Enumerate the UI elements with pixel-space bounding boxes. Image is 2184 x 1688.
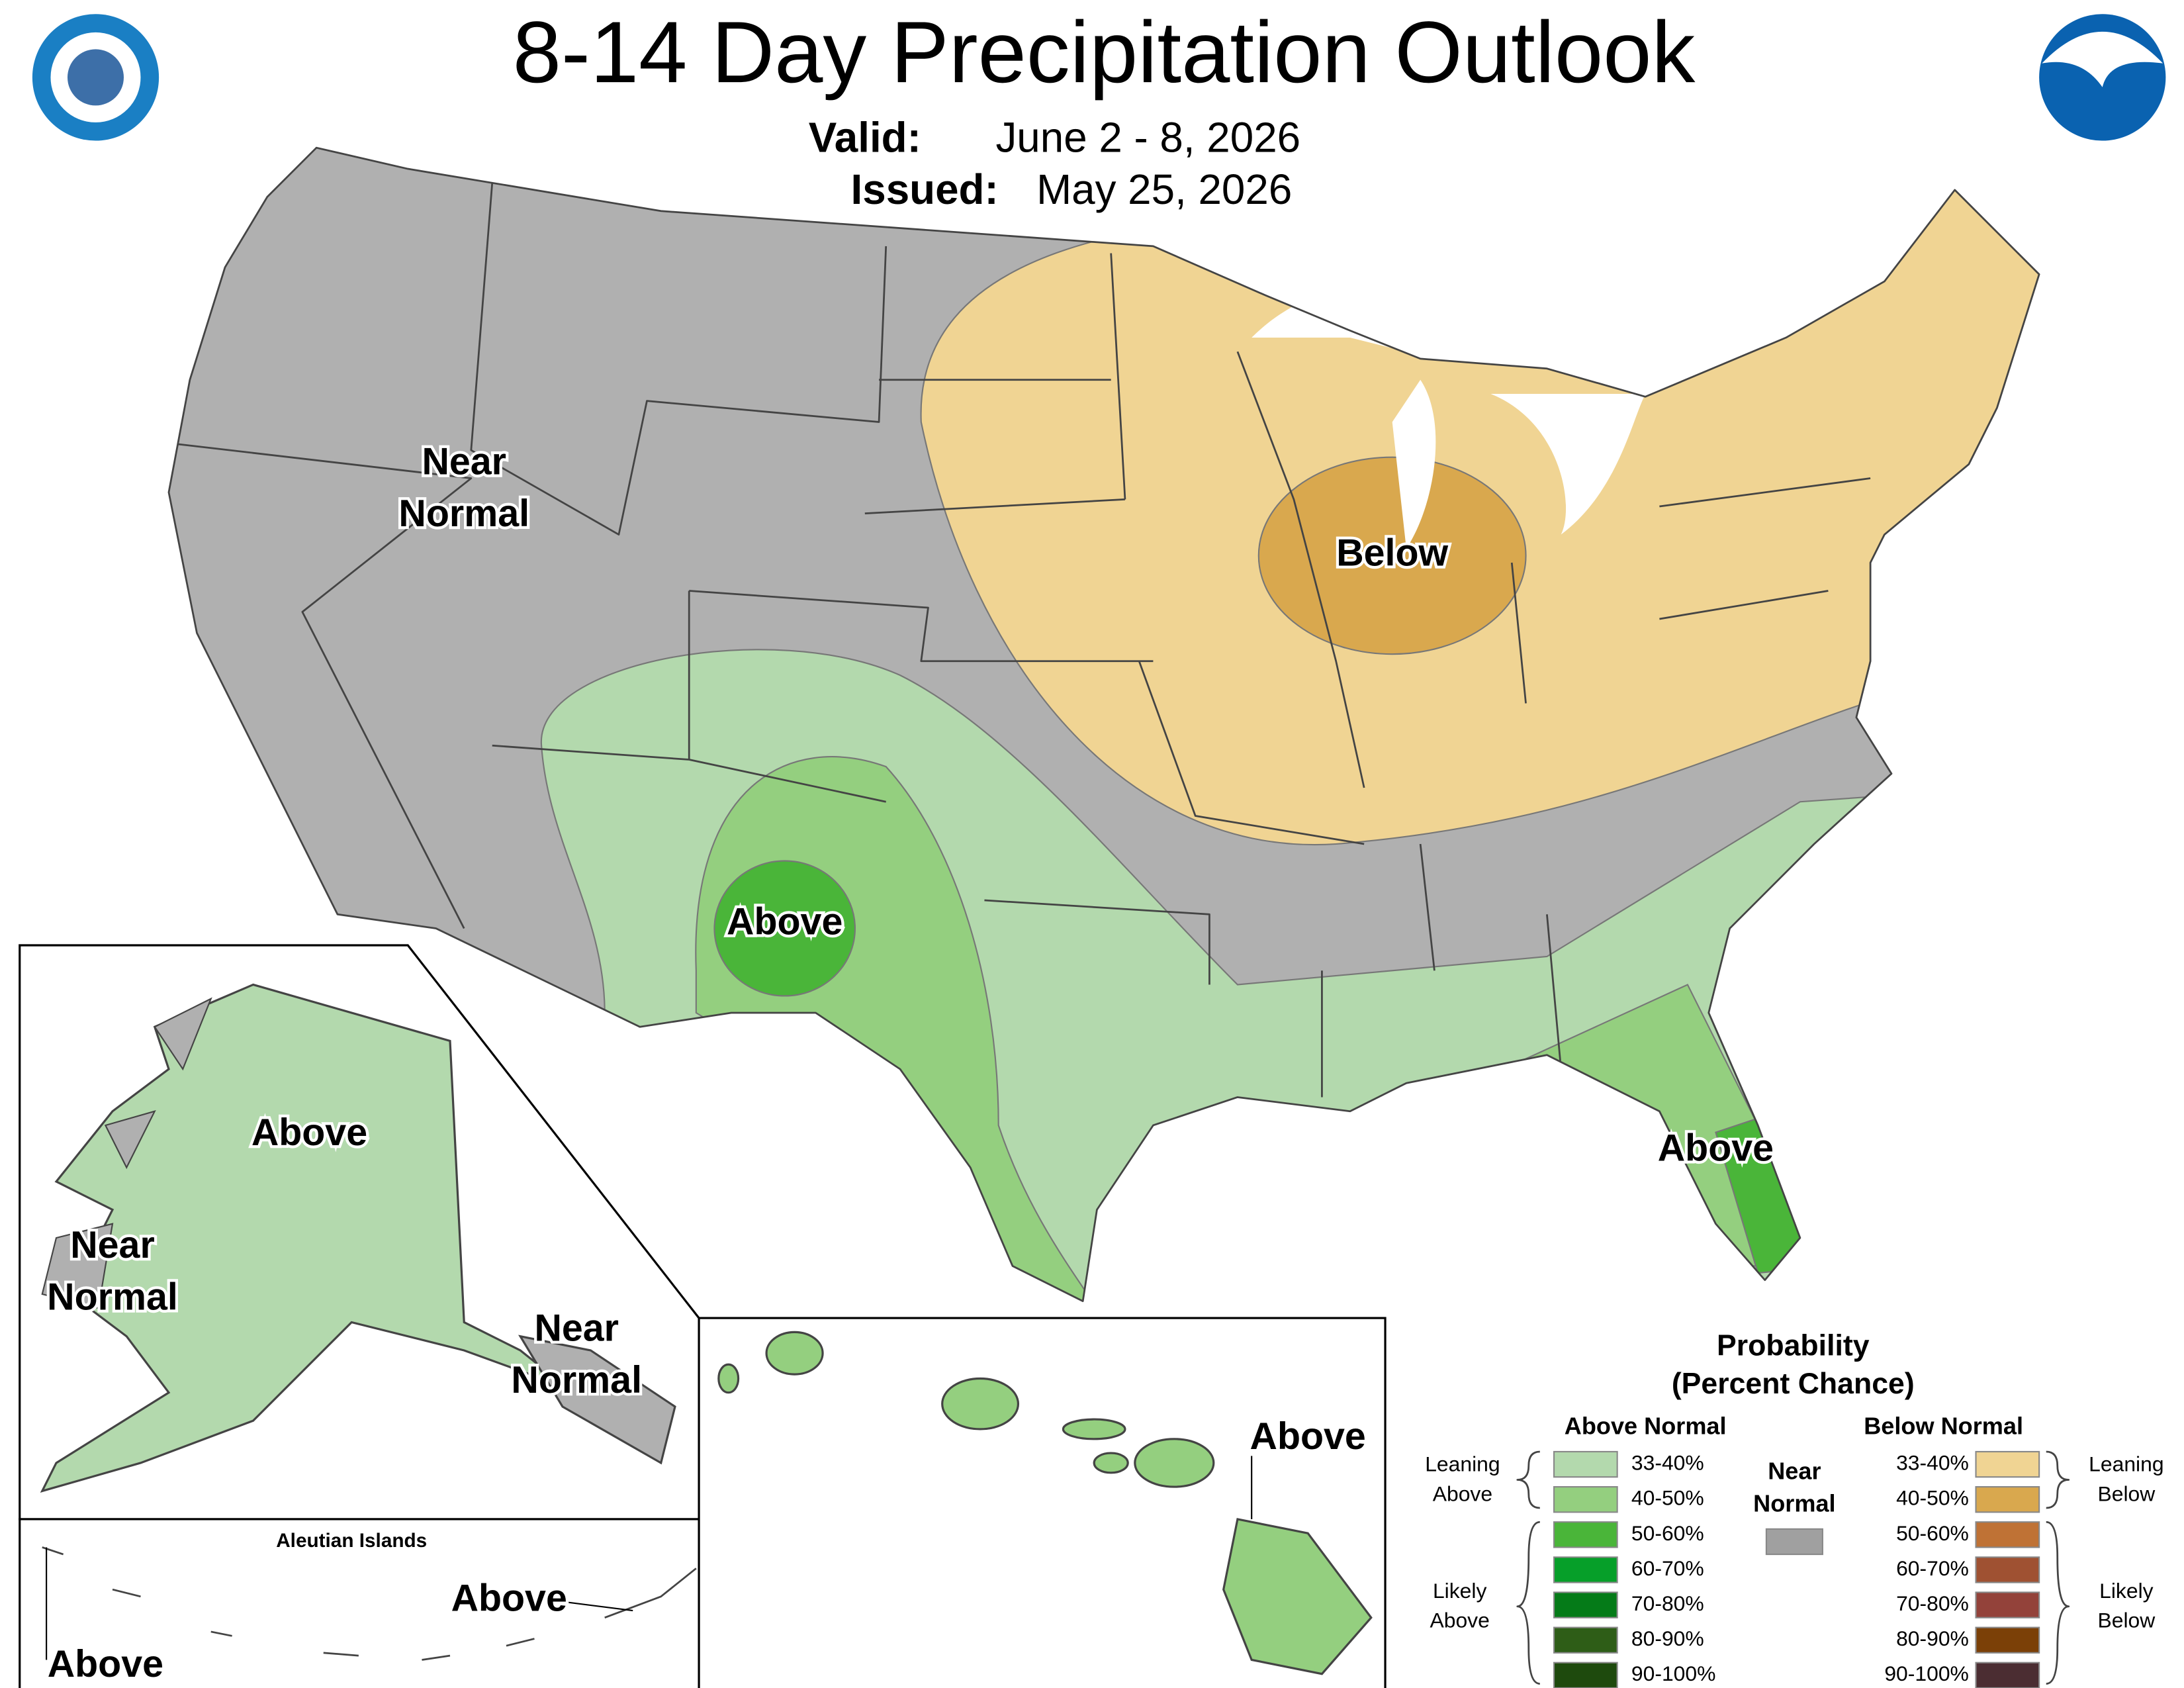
legend-range: 90-100% <box>1631 1662 1716 1685</box>
region-label: Above <box>251 1111 367 1154</box>
region-label: Near <box>422 440 506 483</box>
legend-swatch <box>1975 1556 2040 1583</box>
legend-range: 90-100% <box>1884 1662 1969 1685</box>
legend-swatch <box>1553 1486 1618 1513</box>
noaa-logo <box>2039 14 2166 141</box>
valid-dates: June 2 - 8, 2026 <box>995 113 1300 161</box>
legend-swatch <box>1975 1662 2040 1688</box>
legend-range: 60-70% <box>1631 1556 1704 1580</box>
region-label: Above <box>727 900 842 943</box>
legend-range: 70-80% <box>1631 1591 1704 1615</box>
legend-swatch <box>1975 1450 2040 1478</box>
legend-bracket-label: Above <box>1430 1609 1489 1632</box>
legend-swatch <box>1975 1591 2040 1618</box>
legend-swatch <box>1975 1521 2040 1548</box>
region-label: Near <box>534 1307 619 1349</box>
issued-label: Issued: <box>851 165 999 213</box>
legend-range: 33-40% <box>1631 1451 1704 1475</box>
valid-label: Valid: <box>809 113 921 161</box>
region-label: Below <box>1336 532 1448 575</box>
legend-brackets <box>1516 1450 2070 1685</box>
legend-range: 80-90% <box>1631 1626 1704 1650</box>
region-label: Near <box>70 1224 155 1266</box>
hawaii-inset <box>698 1317 1387 1688</box>
legend-range: 40-50% <box>1631 1486 1704 1510</box>
legend-range: 50-60% <box>1631 1521 1704 1545</box>
legend-bracket-label: Likely <box>1433 1579 1487 1603</box>
legend-range: 40-50% <box>1896 1486 1969 1510</box>
legend-swatch <box>1553 1662 1618 1688</box>
legend-swatch <box>1553 1450 1618 1478</box>
legend-swatch <box>1553 1591 1618 1618</box>
legend-range: 33-40% <box>1896 1451 1969 1475</box>
legend-swatch <box>1553 1521 1618 1548</box>
region-label: Normal <box>398 492 529 535</box>
legend-header: Above Normal <box>1565 1412 1727 1439</box>
legend-range: 60-70% <box>1896 1556 1969 1580</box>
legend-range: 70-80% <box>1896 1591 1969 1615</box>
title: 8-14 Day Precipitation Outlook <box>513 3 1696 101</box>
alaska-inset <box>19 944 700 1688</box>
legend-swatch <box>1975 1626 2040 1654</box>
legend-swatch <box>1553 1626 1618 1654</box>
issued-date: May 25, 2026 <box>1036 165 1292 213</box>
legend-near: Normal <box>1753 1489 1835 1517</box>
commerce-logo <box>32 14 159 141</box>
legend-range: 50-60% <box>1896 1521 1969 1545</box>
legend-header: Below Normal <box>1864 1412 2023 1439</box>
legend-bracket-label: Likely <box>2099 1579 2154 1603</box>
region-label: Above <box>1250 1415 1366 1458</box>
legend-swatch <box>1765 1528 1823 1556</box>
legend-bracket-label: Below <box>2097 1609 2156 1632</box>
legend-range: 80-90% <box>1896 1626 1969 1650</box>
legend-swatch <box>1975 1486 2040 1513</box>
region-label: Above <box>451 1577 567 1619</box>
legend-bracket-label: Above <box>1433 1481 1492 1505</box>
region-label: Normal <box>511 1359 642 1401</box>
legend-near: Near <box>1768 1457 1821 1484</box>
legend-bracket-label: Leaning <box>2089 1452 2163 1476</box>
legend-swatch <box>1553 1556 1618 1583</box>
legend-title: Probability <box>1717 1330 1870 1362</box>
region-label: Above <box>1658 1127 1774 1169</box>
legend-bracket-label: Leaning <box>1425 1452 1500 1476</box>
region-label: Above <box>48 1643 163 1685</box>
inset-title: Aleutian Islands <box>276 1530 427 1552</box>
legend-title: (Percent Chance) <box>1672 1368 1915 1400</box>
region-label: Normal <box>47 1276 178 1319</box>
legend-bracket-label: Below <box>2097 1481 2156 1505</box>
